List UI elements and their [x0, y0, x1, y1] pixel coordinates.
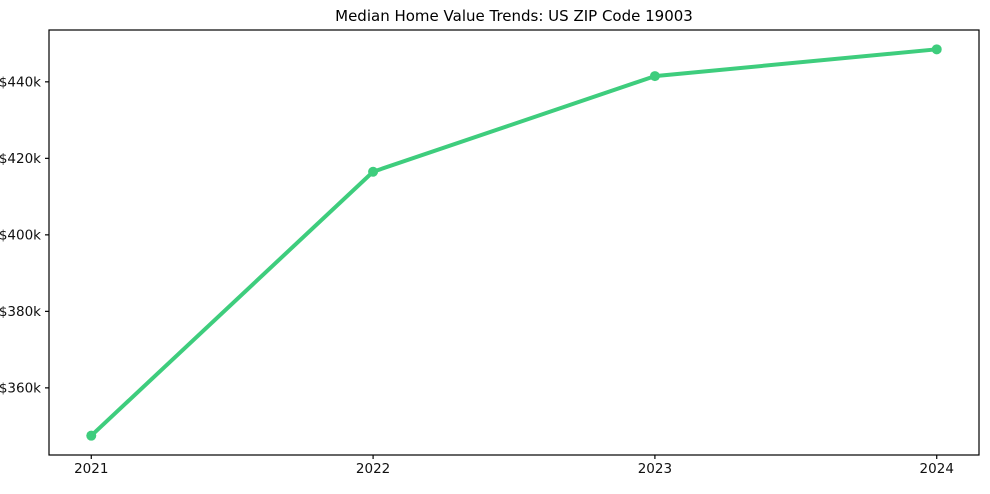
x-tick-label: 2023 [638, 461, 672, 477]
y-tick-label: $400k [0, 227, 41, 243]
y-tick-label: $380k [0, 304, 41, 320]
chart-title: Median Home Value Trends: US ZIP Code 19… [335, 7, 693, 25]
data-point-2022 [368, 166, 379, 177]
data-point-2021 [86, 430, 97, 441]
y-tick-label: $360k [0, 380, 41, 396]
plot-area: $360k $380k $400k $420k $440k 2021 2022 2023 202… [0, 29, 980, 477]
data-point-2023 [649, 71, 660, 82]
x-tick-label: 2022 [356, 461, 390, 477]
x-tick-label: 2021 [74, 461, 108, 477]
data-point-2024 [931, 44, 942, 55]
plot-frame [48, 29, 980, 456]
y-tick-label: $440k [0, 74, 41, 90]
x-tick-label: 2024 [920, 461, 954, 477]
y-tick-label: $420k [0, 151, 41, 167]
trend-line [89, 47, 939, 438]
